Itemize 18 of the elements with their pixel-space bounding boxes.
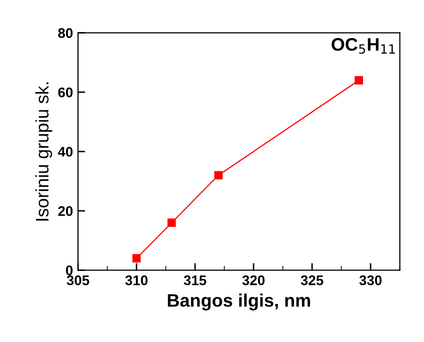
y-axis-title: Isoriniu grupiu sk. [35,82,52,221]
point [354,76,364,84]
x-tick-label: 330 [359,275,382,286]
point [167,218,176,227]
x-tick-label: 315 [184,275,206,286]
y-tick-label: 80 [58,28,73,38]
x-axis-title: Bangos ilgis, nm [168,294,310,310]
x-tick-label: 320 [242,275,265,286]
y-tick-label: 20 [58,206,73,216]
y-tick-label: 60 [58,88,73,98]
x-tick-label: 310 [125,275,148,286]
annotation: OC$_{5}$H$_{11}$ [332,38,395,54]
x-tick-label: 305 [66,275,90,286]
y-tick-label: 0 [66,266,73,276]
point [214,171,223,180]
point [132,254,141,262]
x-tick-label: 325 [300,275,324,286]
y-tick-label: 40 [58,146,73,157]
